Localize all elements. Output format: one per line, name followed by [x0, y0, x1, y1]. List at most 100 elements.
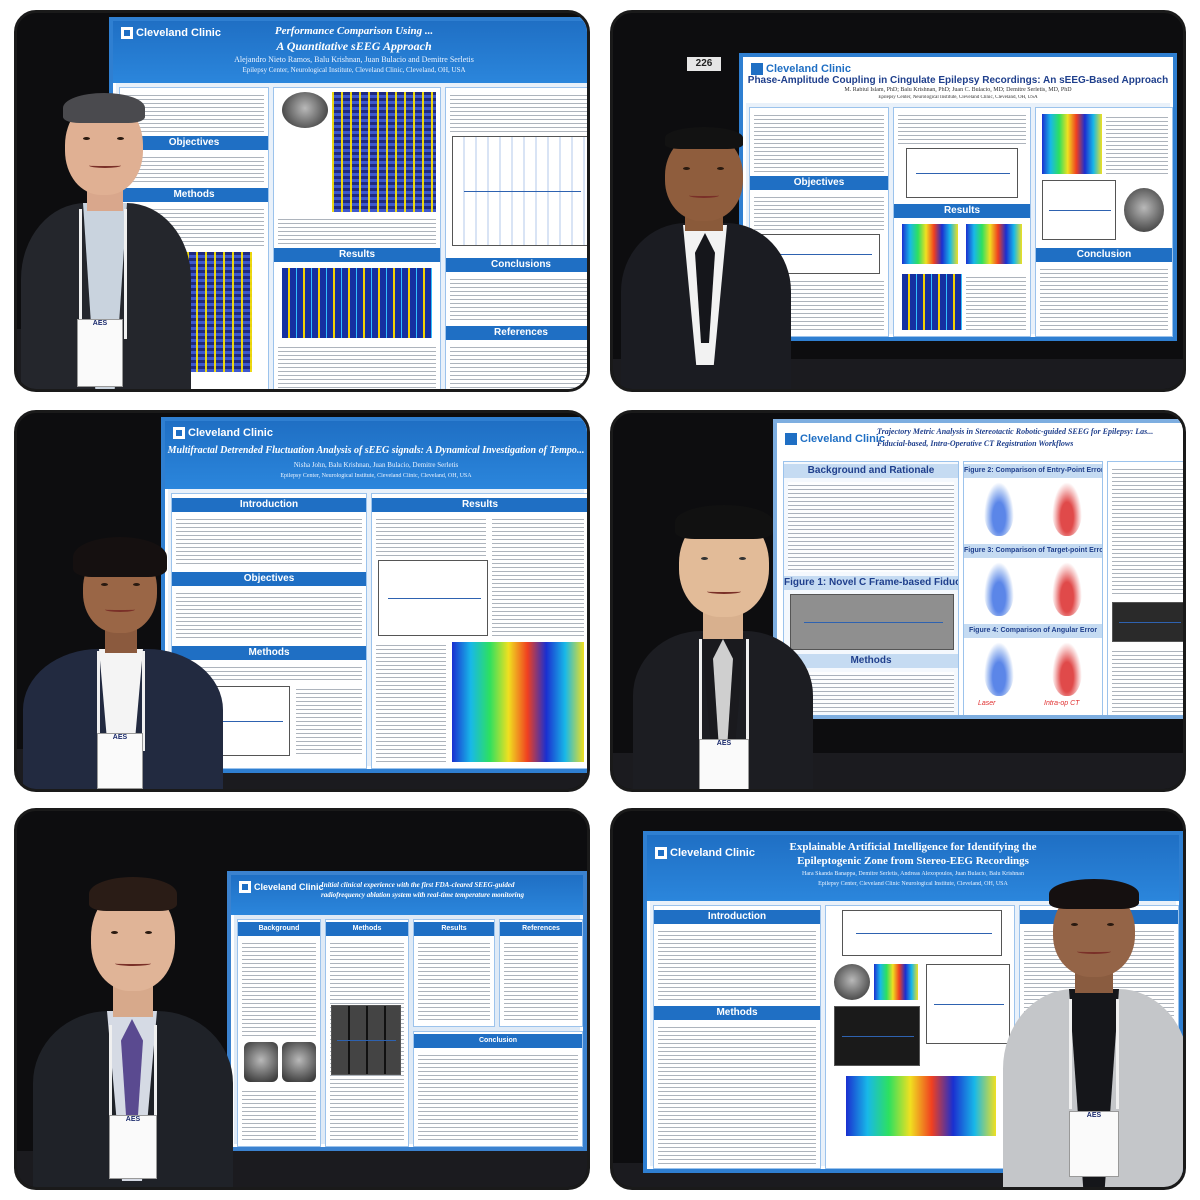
section-heading: Conclusion: [414, 1034, 582, 1048]
poster-6-column-1: Introduction Methods: [653, 905, 821, 1169]
photo-tile-6: Cleveland Clinic Explainable Artificial …: [610, 808, 1186, 1190]
poster-6-column-2: [825, 905, 1015, 1169]
spectrum-heatmap: [452, 642, 584, 762]
violin-plot: [984, 642, 1014, 696]
poster-2-column-3: Conclusion: [1035, 107, 1173, 337]
section-heading: Figure 2: Comparison of Entry-Point Erro…: [964, 464, 1102, 478]
photo-tile-2: 226 Cleveland Clinic Phase-Amplitude Cou…: [610, 10, 1186, 392]
cleveland-clinic-logo: Cleveland Clinic: [239, 881, 324, 893]
clinic-logo-icon: [239, 881, 251, 893]
brain-image: [834, 964, 870, 1000]
ct-images: [1112, 602, 1183, 642]
violin-plot: [1052, 482, 1082, 536]
poster-5-column-1: Background: [237, 919, 321, 1147]
pipeline-diagram: [926, 964, 1010, 1044]
poster-2-affiliation: Epilepsy Center, Neurological Institute,…: [878, 95, 1038, 100]
name-badge: AES: [109, 1115, 157, 1179]
section-heading: Results: [372, 498, 587, 512]
section-heading: Methods: [784, 654, 958, 668]
section-heading: Objectives: [120, 136, 268, 150]
clinic-logo-icon: [751, 63, 763, 75]
violin-plot: [1052, 562, 1082, 616]
violin-plot: [1052, 642, 1082, 696]
clinic-logo-icon: [785, 433, 797, 445]
section-heading: Results: [414, 922, 494, 936]
poster-5-title-line1: Initial clinical experience with the fir…: [321, 881, 515, 889]
poster-1-affiliation: Epilepsy Center, Neurological Institute,…: [242, 66, 466, 74]
poster-6-title-line2: Epileptogenic Zone from Stereo-EEG Recor…: [797, 855, 1029, 867]
cleveland-clinic-logo: Cleveland Clinic: [655, 847, 755, 859]
clinic-logo-icon: [121, 27, 133, 39]
brain-image: [282, 92, 328, 128]
poster-1-column-1: Objectives Methods: [119, 87, 269, 389]
photo-tile-5: Cleveland Clinic Initial clinical experi…: [14, 808, 590, 1190]
fluctuation-plot: [378, 560, 488, 636]
cleveland-clinic-logo: Cleveland Clinic: [121, 27, 221, 39]
fiducial-photos: [790, 594, 954, 650]
brain-map: [874, 964, 918, 1000]
section-heading: Methods: [326, 922, 408, 936]
section-heading: Results: [894, 204, 1030, 218]
poster-3: Cleveland Clinic Multifractal Detrended …: [161, 417, 587, 773]
pipeline-figure: [906, 148, 1018, 198]
clinic-logo-icon: [173, 427, 185, 439]
cleveland-clinic-logo: Cleveland Clinic: [785, 433, 885, 445]
poster-1-authors: Alejandro Nieto Ramos, Balu Krishnan, Ju…: [234, 55, 474, 64]
name-badge: AES: [97, 733, 143, 789]
pac-map: [902, 224, 958, 264]
section-heading: Introduction: [654, 910, 820, 924]
poster-4-title-line2: Fiducial-based, Intra-Operative CT Regis…: [877, 439, 1074, 448]
poster-4-title-line1: Trajectory Metric Analysis in Stereotact…: [877, 427, 1154, 436]
poster-2-title: Phase-Amplitude Coupling in Cingulate Ep…: [747, 75, 1169, 86]
section-heading: Figure 1: Novel C Frame-based Fiducial S…: [784, 576, 958, 590]
poster-2-column-2: Results: [893, 107, 1031, 337]
photo-tile-4: Cleveland Clinic Trajectory Metric Analy…: [610, 410, 1186, 792]
pac-scoring-plot: [1042, 180, 1116, 240]
results-figure: [282, 268, 432, 338]
poster-1-column-2: Results: [273, 87, 441, 389]
poster-1-title-line2: A Quantitative sEEG Approach: [276, 39, 432, 53]
axis-label: Laser: [978, 700, 996, 707]
poster-6-title-line1: Explainable Artificial Intelligence for …: [789, 841, 1037, 853]
section-heading: References: [446, 326, 587, 340]
section-heading: Background and Rationale: [784, 464, 958, 478]
heatmap-figure: [332, 92, 436, 212]
name-badge: AES: [77, 319, 123, 387]
poster-5: Cleveland Clinic Initial clinical experi…: [227, 871, 587, 1151]
section-heading: Figure 3: Comparison of Target-point Err…: [964, 544, 1102, 558]
poster-3-column-2: Results: [371, 493, 587, 769]
poster-2: Cleveland Clinic Phase-Amplitude Couplin…: [739, 53, 1177, 341]
poster-2-authors: M. Rabiul Islam, PhD; Balu Krishnan, PhD…: [844, 87, 1072, 93]
section-heading: Figure 4: Comparison of Angular Error: [964, 624, 1102, 638]
section-heading: Conclusion: [1036, 248, 1172, 262]
poster-2-banner: Cleveland Clinic Phase-Amplitude Couplin…: [743, 57, 1173, 103]
poster-4: Cleveland Clinic Trajectory Metric Analy…: [773, 419, 1183, 719]
section-heading: Methods: [120, 188, 268, 202]
poster-4-column-2: Figure 2: Comparison of Entry-Point Erro…: [963, 461, 1103, 715]
section-heading: Conclusions: [446, 258, 587, 272]
section-heading: Methods: [172, 646, 366, 660]
presenter-1: AES: [17, 13, 217, 389]
cleveland-clinic-logo: Cleveland Clinic: [173, 427, 273, 439]
spectrogram: [834, 1006, 920, 1066]
poster-3-banner: Cleveland Clinic Multifractal Detrended …: [165, 421, 587, 489]
poster-4-banner: Cleveland Clinic Trajectory Metric Analy…: [777, 423, 1183, 457]
poster-5-banner: Cleveland Clinic Initial clinical experi…: [231, 875, 583, 915]
poster-5-column-5: Conclusion: [413, 1031, 583, 1147]
poster-6-authors: Hara Skanda Banappa, Demitre Serletis, A…: [802, 871, 1024, 877]
section-heading: References: [500, 922, 582, 936]
poster-3-title: Multifractal Detrended Fluctuation Analy…: [167, 445, 585, 456]
pac-map: [966, 224, 1022, 264]
photo-tile-3: Cleveland Clinic Multifractal Detrended …: [14, 410, 590, 792]
section-heading: Objectives: [172, 572, 366, 586]
comodulogram: [902, 274, 962, 330]
mri-image: [244, 1042, 278, 1082]
poster-3-authors: Nisha John, Balu Krishnan, Juan Bulacio,…: [293, 461, 459, 469]
poster-3-affiliation: Epilepsy Center, Neurological Institute,…: [280, 473, 472, 479]
spectrogram: [1042, 114, 1102, 174]
poster-5-title-line2: radiofrequency ablation system with real…: [321, 891, 525, 899]
poster-1-title-line1: Performance Comparison Using ...: [274, 25, 434, 37]
brain-image: [1124, 188, 1164, 232]
photo-tile-1: Cleveland Clinic Performance Comparison …: [14, 10, 590, 392]
cleveland-clinic-logo: Cleveland Clinic: [751, 63, 851, 75]
